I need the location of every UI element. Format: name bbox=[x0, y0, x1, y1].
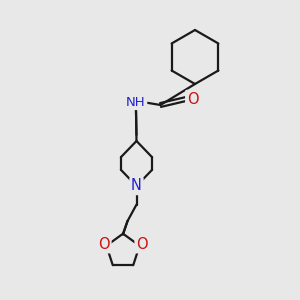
Text: O: O bbox=[98, 237, 110, 252]
Text: N: N bbox=[131, 178, 142, 194]
Text: O: O bbox=[136, 237, 148, 252]
Text: O: O bbox=[187, 92, 198, 106]
Text: NH: NH bbox=[126, 95, 146, 109]
